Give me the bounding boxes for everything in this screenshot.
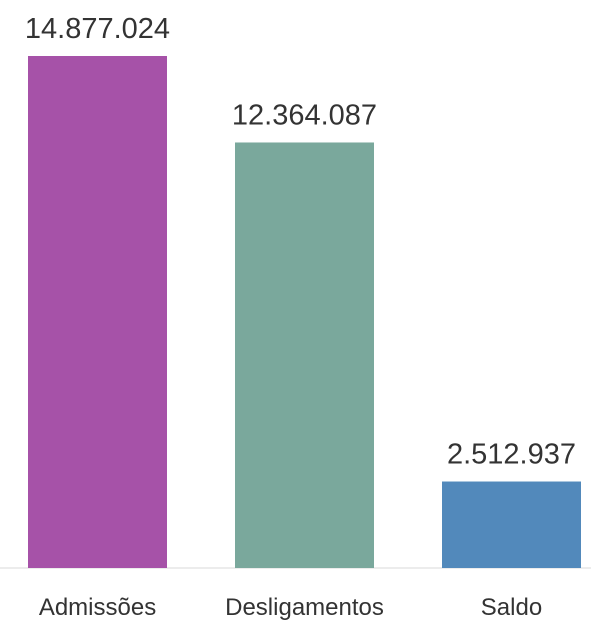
value-label: 2.512.937 xyxy=(447,439,576,471)
value-label: 12.364.087 xyxy=(232,99,377,131)
x-tick-label: Admissões xyxy=(39,594,156,621)
bar xyxy=(28,56,167,568)
bar xyxy=(442,481,581,568)
x-tick-label: Saldo xyxy=(481,594,542,621)
bar xyxy=(235,142,374,568)
value-label: 14.877.024 xyxy=(25,13,170,45)
x-tick-label: Desligamentos xyxy=(225,594,384,621)
